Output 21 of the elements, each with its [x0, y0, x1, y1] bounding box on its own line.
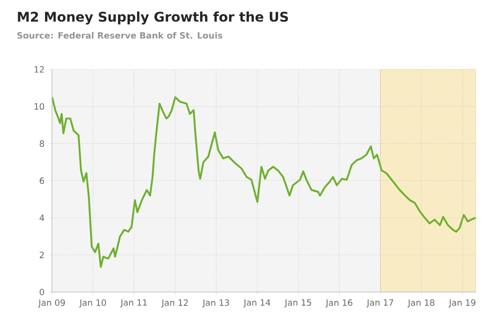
- x-tick-label: Jan 15: [284, 299, 312, 308]
- y-tick-label: 8: [40, 140, 44, 147]
- y-tick-label: 12: [34, 66, 44, 73]
- y-tick-label: 6: [40, 177, 44, 184]
- line-series: [52, 96, 476, 268]
- x-tick-label: Jan 19: [448, 299, 476, 308]
- x-tick-label: Jan 17: [366, 299, 394, 308]
- x-tick-label: Jan 11: [120, 299, 147, 308]
- y-tick-label: 4: [40, 214, 44, 221]
- x-tick-label: Jan 16: [325, 299, 352, 308]
- x-tick-label: Jan 13: [202, 299, 230, 308]
- y-tick-label: 0: [40, 288, 44, 296]
- x-tick-label: Jan 09: [38, 299, 65, 308]
- x-tick-label: Jan 12: [161, 299, 188, 308]
- chart-subtitle: Source: Federal Reserve Bank of St. Louis: [17, 32, 222, 39]
- y-tick-label: 10: [34, 103, 44, 110]
- x-tick-label: Jan 18: [408, 299, 434, 308]
- x-tick-label: Jan 14: [243, 299, 270, 308]
- chart-title: M2 Money Supply Growth for the US: [18, 12, 288, 24]
- y-tick-label: 2: [40, 252, 44, 258]
- x-tick-label: Jan 10: [79, 299, 106, 308]
